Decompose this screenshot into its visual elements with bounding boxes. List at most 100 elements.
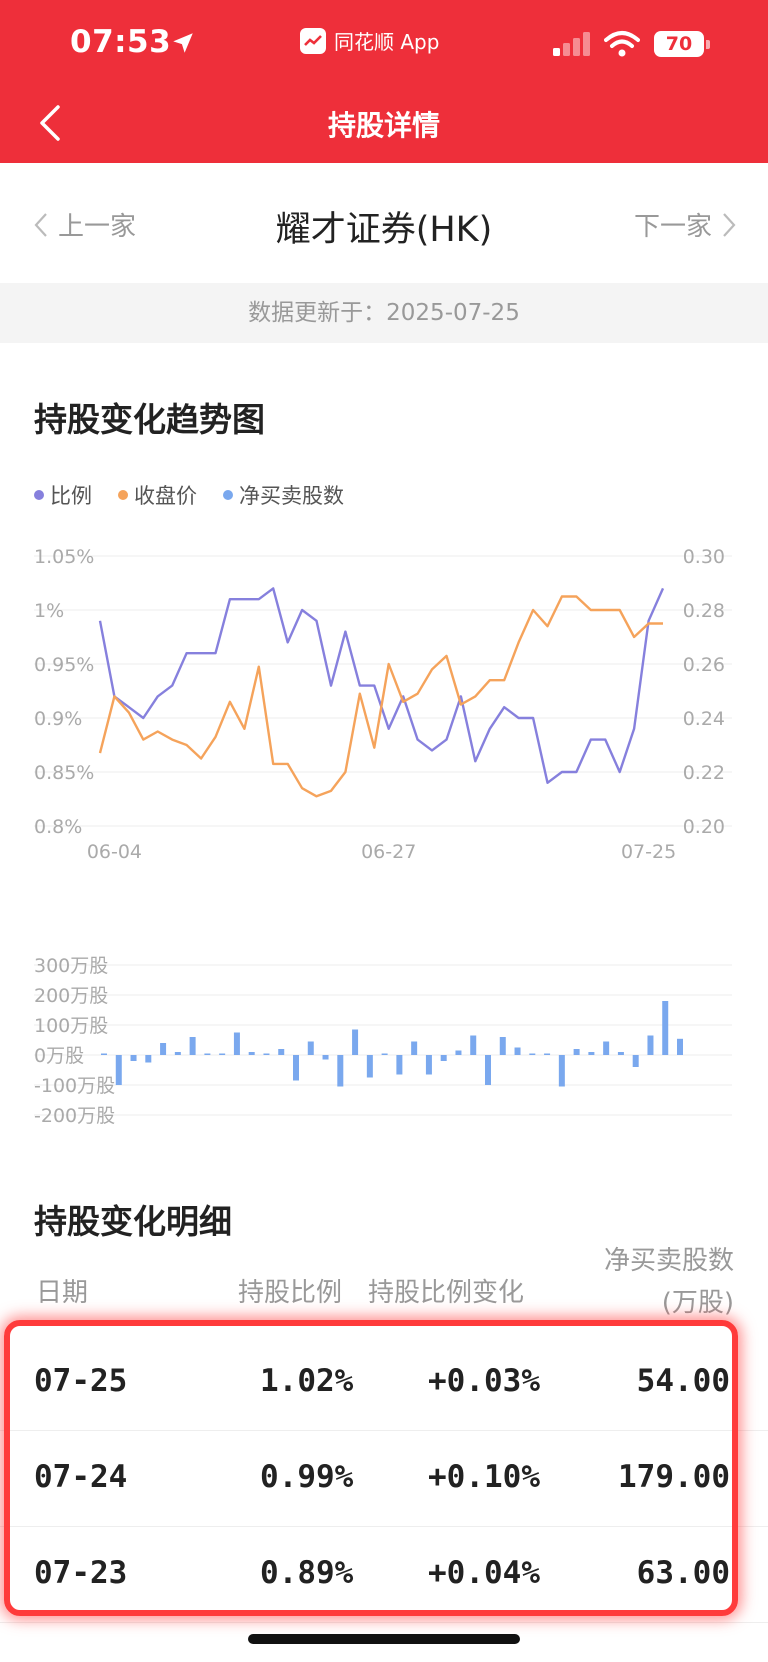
net-shares-bar <box>440 1055 447 1061</box>
broker-name: 耀才证券(HK) <box>275 210 493 250</box>
net-shares-bar <box>115 1055 122 1085</box>
holding-trend-line-chart[interactable]: 1.05% 0.30 1% 0.28 0.95% 0.26 0.9% 0.24 0.85% 0.2… <box>0 530 768 920</box>
legend-dot-net-shares <box>223 490 233 500</box>
cell-net-shares: 54.00 <box>636 1363 730 1399</box>
net-shares-bar <box>396 1055 403 1075</box>
net-shares-bar <box>499 1037 506 1055</box>
bar-axis-tick-label: 100万股 <box>34 1015 108 1037</box>
net-shares-bar <box>219 1053 226 1055</box>
legend-dot-ratio <box>34 490 44 500</box>
net-shares-bar <box>233 1032 240 1055</box>
location-arrow-icon <box>173 33 193 53</box>
wifi-icon <box>604 31 640 57</box>
column-header-date: 日期 <box>36 1278 89 1308</box>
holding-detail-table: 07-25 1.02% +0.03% 54.00 07-24 0.99% +0.… <box>0 1335 768 1623</box>
back-chevron-icon[interactable] <box>38 103 62 143</box>
net-shares-bar <box>573 1049 580 1055</box>
net-shares-bar <box>529 1053 536 1055</box>
column-header-ratio: 持股比例 <box>238 1278 343 1308</box>
x-axis-tick-label: 06-04 <box>87 841 142 863</box>
cell-ratio-change: +0.10% <box>428 1459 540 1495</box>
right-axis-tick-label: 0.20 <box>683 816 725 838</box>
trend-section-title: 持股变化趋势图 <box>34 400 265 439</box>
right-axis-tick-label: 0.24 <box>683 708 725 730</box>
net-shares-bar <box>558 1055 565 1087</box>
chart-legend: 比例 收盘价 净买卖股数 <box>34 480 344 510</box>
table-row[interactable]: 07-23 0.89% +0.04% 63.00 <box>0 1527 768 1623</box>
net-shares-bar <box>647 1035 654 1055</box>
net-shares-bar <box>617 1052 624 1055</box>
net-shares-bar <box>411 1041 418 1055</box>
legend-dot-close-price <box>118 490 128 500</box>
x-axis-tick-label: 06-27 <box>361 841 416 863</box>
legend-label-net-shares: 净买卖股数 <box>239 484 344 508</box>
broker-switcher: 上一家 耀才证券(HK) 下一家 <box>0 163 768 283</box>
next-broker-label: 下一家 <box>633 212 712 242</box>
left-axis-tick-label: 0.8% <box>34 816 82 838</box>
net-shares-bar <box>160 1043 167 1055</box>
net-shares-bar <box>381 1053 388 1055</box>
legend-item-ratio[interactable]: 比例 <box>34 480 92 510</box>
bar-axis-tick-label: -100万股 <box>34 1075 115 1097</box>
net-shares-bar <box>101 1053 107 1055</box>
net-shares-bar <box>145 1055 152 1063</box>
net-shares-bar <box>307 1041 314 1055</box>
cell-date: 07-23 <box>34 1555 128 1591</box>
legend-label-ratio: 比例 <box>50 484 92 508</box>
prev-broker-button[interactable]: 上一家 <box>34 206 136 243</box>
left-axis-tick-label: 1.05% <box>34 546 94 568</box>
net-shares-bar <box>677 1038 683 1055</box>
right-axis-tick-label: 0.26 <box>683 654 725 676</box>
cell-ratio: 0.99% <box>260 1459 354 1495</box>
bar-axis-tick-label: 200万股 <box>34 985 108 1007</box>
app-badge-icon <box>300 27 326 54</box>
chevron-left-icon <box>34 212 47 237</box>
net-shares-bar <box>603 1041 610 1055</box>
cell-net-shares: 179.00 <box>618 1459 730 1495</box>
chevron-right-icon <box>723 212 736 237</box>
cellular-signal-icon <box>553 32 590 56</box>
detail-section-title: 持股变化明细 <box>34 1202 232 1241</box>
left-axis-tick-label: 1% <box>34 600 64 622</box>
table-row[interactable]: 07-25 1.02% +0.03% 54.00 <box>0 1335 768 1431</box>
cell-ratio-change: +0.03% <box>428 1363 540 1399</box>
prev-broker-label: 上一家 <box>58 212 137 242</box>
net-shares-bar <box>174 1052 181 1055</box>
status-app-indicator[interactable]: 同花顺 App <box>300 26 439 55</box>
net-shares-bar-chart[interactable]: 300万股 200万股 100万股 0万股 -100万股 -200万股 <box>0 940 768 1140</box>
left-axis-tick-label: 0.85% <box>34 762 94 784</box>
net-shares-bar <box>485 1055 491 1085</box>
net-shares-bar <box>204 1053 211 1055</box>
net-shares-bar <box>278 1049 285 1055</box>
cell-date: 07-25 <box>34 1363 128 1399</box>
net-shares-bar <box>293 1055 299 1081</box>
left-axis-tick-label: 0.9% <box>34 708 82 730</box>
right-axis-tick-label: 0.30 <box>683 546 725 568</box>
net-shares-bar <box>470 1035 477 1055</box>
column-header-ratio-change: 持股比例变化 <box>368 1278 525 1308</box>
status-time: 07:53 <box>70 24 172 60</box>
home-indicator[interactable] <box>248 1634 520 1644</box>
battery-tip <box>706 40 710 49</box>
column-header-net-shares: 净买卖股数(万股) <box>603 1246 734 1318</box>
legend-item-net-shares[interactable]: 净买卖股数 <box>223 480 344 510</box>
battery-level: 70 <box>654 31 704 57</box>
update-timestamp: 数据更新于：2025-07-25 <box>0 283 768 343</box>
bar-axis-tick-label: 0万股 <box>34 1045 84 1067</box>
net-shares-bar <box>352 1029 359 1055</box>
bar-axis-tick-label: -200万股 <box>34 1105 115 1127</box>
cell-date: 07-24 <box>34 1459 128 1495</box>
bar-axis-tick-label: 300万股 <box>34 955 108 977</box>
net-shares-bar <box>322 1055 329 1060</box>
table-header: 日期 持股比例 持股比例变化 净买卖股数(万股) <box>0 1240 768 1330</box>
net-shares-bar <box>337 1055 344 1087</box>
right-axis-tick-label: 0.22 <box>683 762 725 784</box>
table-row[interactable]: 07-24 0.99% +0.10% 179.00 <box>0 1431 768 1527</box>
legend-item-close-price[interactable]: 收盘价 <box>118 480 197 510</box>
next-broker-button[interactable]: 下一家 <box>634 206 736 243</box>
series-line-close-price <box>98 595 663 798</box>
net-shares-bar <box>662 1001 669 1055</box>
net-shares-bar <box>425 1055 432 1075</box>
left-axis-tick-label: 0.95% <box>34 654 94 676</box>
status-app-label: 同花顺 App <box>334 30 440 54</box>
